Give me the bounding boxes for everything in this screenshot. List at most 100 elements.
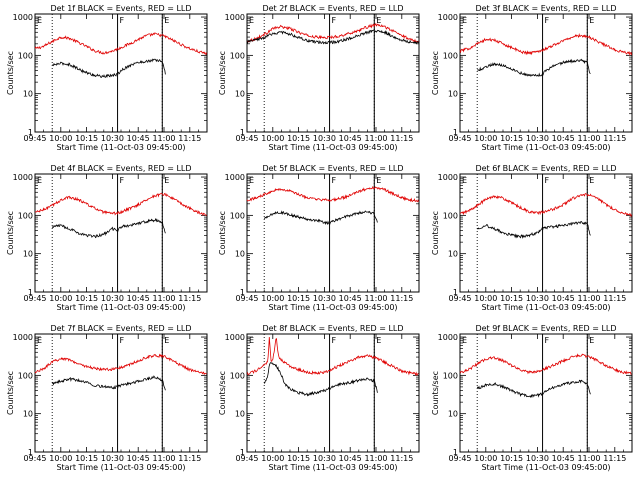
marker-label: E bbox=[376, 176, 381, 185]
x-tick-label: 10:15 bbox=[287, 294, 310, 303]
y-tick-label: 1 bbox=[453, 448, 458, 457]
marker-label: E bbox=[589, 336, 594, 345]
chart-panel-5: Det 5f BLACK = Events, RED = LLD 1 10 100 10… bbox=[218, 164, 420, 312]
marker-label: E bbox=[249, 16, 254, 25]
chart-panel-6: Det 6f BLACK = Events, RED = LLD 1 10 100 10… bbox=[431, 164, 633, 312]
plot-frame bbox=[246, 333, 420, 453]
x-tick-label: 10:30 bbox=[313, 134, 336, 143]
y-tick-label: 1000 bbox=[438, 173, 458, 182]
x-tick-label: 11:00 bbox=[577, 294, 600, 303]
x-tick-label: 10:00 bbox=[49, 294, 72, 303]
plot-frame bbox=[246, 173, 420, 293]
x-tick-label: 10:45 bbox=[127, 294, 150, 303]
y-tick-label: 1000 bbox=[438, 333, 458, 342]
chart-panel-2: Det 2f BLACK = Events, RED = LLD 1 10 100 10… bbox=[218, 4, 420, 152]
x-tick-label: 09:45 bbox=[235, 454, 258, 463]
lld-series-line bbox=[246, 22, 419, 44]
chart-panel-8: Det 8f BLACK = Events, RED = LLD 1 10 100 10… bbox=[218, 324, 420, 472]
y-tick-label: 10 bbox=[448, 250, 458, 259]
y-axis-label: Counts/sec bbox=[6, 51, 15, 95]
x-tick-label: 10:15 bbox=[75, 294, 98, 303]
chart-title: Det 8f BLACK = Events, RED = LLD bbox=[262, 324, 403, 333]
x-tick-label: 11:15 bbox=[603, 294, 626, 303]
x-tick-label: 10:45 bbox=[127, 454, 150, 463]
y-tick-label: 1000 bbox=[225, 173, 245, 182]
y-tick-label: 1 bbox=[240, 128, 245, 137]
x-axis-label: Start Time (11-Oct-03 09:45:00) bbox=[481, 463, 610, 472]
marker-label: E bbox=[164, 176, 169, 185]
lld-series-line bbox=[34, 353, 207, 376]
marker-label: E bbox=[462, 336, 467, 345]
plot-frame bbox=[459, 13, 633, 133]
y-tick-label: 1 bbox=[453, 128, 458, 137]
x-tick-label: 10:00 bbox=[261, 454, 284, 463]
x-tick-label: 10:00 bbox=[261, 134, 284, 143]
y-tick-label: 100 bbox=[230, 211, 245, 220]
x-tick-label: 09:45 bbox=[448, 454, 471, 463]
x-tick-label: 11:15 bbox=[390, 134, 413, 143]
x-tick-label: 10:15 bbox=[500, 454, 523, 463]
plot-frame bbox=[246, 13, 420, 133]
x-tick-label: 11:00 bbox=[364, 134, 387, 143]
chart-title: Det 5f BLACK = Events, RED = LLD bbox=[262, 164, 403, 173]
marker-label: E bbox=[589, 16, 594, 25]
x-tick-label: 11:00 bbox=[577, 134, 600, 143]
lld-series-line bbox=[459, 32, 632, 57]
lld-series-line bbox=[246, 185, 419, 203]
x-tick-label: 10:45 bbox=[552, 134, 575, 143]
chart-title: Det 9f BLACK = Events, RED = LLD bbox=[475, 324, 616, 333]
x-tick-label: 11:00 bbox=[577, 454, 600, 463]
marker-label: E bbox=[249, 336, 254, 345]
y-tick-label: 10 bbox=[23, 410, 33, 419]
chart-panel-3: Det 3f BLACK = Events, RED = LLD 1 10 100 10… bbox=[431, 4, 633, 152]
y-axis-label: Counts/sec bbox=[218, 371, 227, 415]
x-tick-label: 09:45 bbox=[23, 134, 46, 143]
y-axis-label: Counts/sec bbox=[431, 211, 440, 255]
events-series-line bbox=[476, 58, 591, 77]
x-tick-label: 10:15 bbox=[500, 294, 523, 303]
y-axis-label: Counts/sec bbox=[218, 51, 227, 95]
x-tick-label: 09:45 bbox=[235, 134, 258, 143]
events-series-line bbox=[263, 362, 378, 397]
y-tick-label: 10 bbox=[23, 250, 33, 259]
y-axis-label: Counts/sec bbox=[6, 211, 15, 255]
y-tick-label: 1 bbox=[28, 128, 33, 137]
plot-frame bbox=[34, 333, 208, 453]
x-tick-label: 10:30 bbox=[526, 134, 549, 143]
x-tick-label: 10:45 bbox=[552, 454, 575, 463]
chart-panel-4: Det 4f BLACK = Events, RED = LLD 1 10 100 10… bbox=[6, 164, 208, 312]
marker-label: E bbox=[376, 16, 381, 25]
x-tick-label: 09:45 bbox=[448, 294, 471, 303]
x-axis-label: Start Time (11-Oct-03 09:45:00) bbox=[56, 463, 185, 472]
x-tick-label: 09:45 bbox=[235, 294, 258, 303]
marker-label: E bbox=[37, 336, 42, 345]
events-series-line bbox=[476, 221, 591, 239]
lld-series-line bbox=[459, 193, 632, 218]
y-tick-label: 100 bbox=[18, 211, 33, 220]
x-tick-label: 09:45 bbox=[23, 294, 46, 303]
y-tick-label: 100 bbox=[230, 51, 245, 60]
x-tick-label: 10:45 bbox=[552, 294, 575, 303]
x-tick-label: 10:30 bbox=[526, 454, 549, 463]
lld-series-line bbox=[34, 32, 207, 56]
x-tick-label: 11:15 bbox=[603, 454, 626, 463]
chart-title: Det 2f BLACK = Events, RED = LLD bbox=[262, 4, 403, 13]
plot-frame bbox=[459, 333, 633, 453]
x-tick-label: 09:45 bbox=[448, 134, 471, 143]
x-axis-label: Start Time (11-Oct-03 09:45:00) bbox=[481, 303, 610, 312]
plot-frame bbox=[34, 13, 208, 133]
chart-title: Det 1f BLACK = Events, RED = LLD bbox=[50, 4, 191, 13]
x-axis-label: Start Time (11-Oct-03 09:45:00) bbox=[56, 303, 185, 312]
x-tick-label: 10:30 bbox=[526, 294, 549, 303]
y-tick-label: 10 bbox=[235, 250, 245, 259]
x-tick-label: 10:00 bbox=[474, 294, 497, 303]
x-tick-label: 11:15 bbox=[390, 294, 413, 303]
marker-label: E bbox=[376, 336, 381, 345]
x-axis-label: Start Time (11-Oct-03 09:45:00) bbox=[268, 463, 397, 472]
events-series-line bbox=[476, 379, 591, 399]
y-tick-label: 1000 bbox=[225, 333, 245, 342]
x-tick-label: 10:45 bbox=[339, 294, 362, 303]
marker-label: E bbox=[164, 16, 169, 25]
x-tick-label: 10:00 bbox=[49, 134, 72, 143]
events-series-line bbox=[51, 375, 166, 391]
